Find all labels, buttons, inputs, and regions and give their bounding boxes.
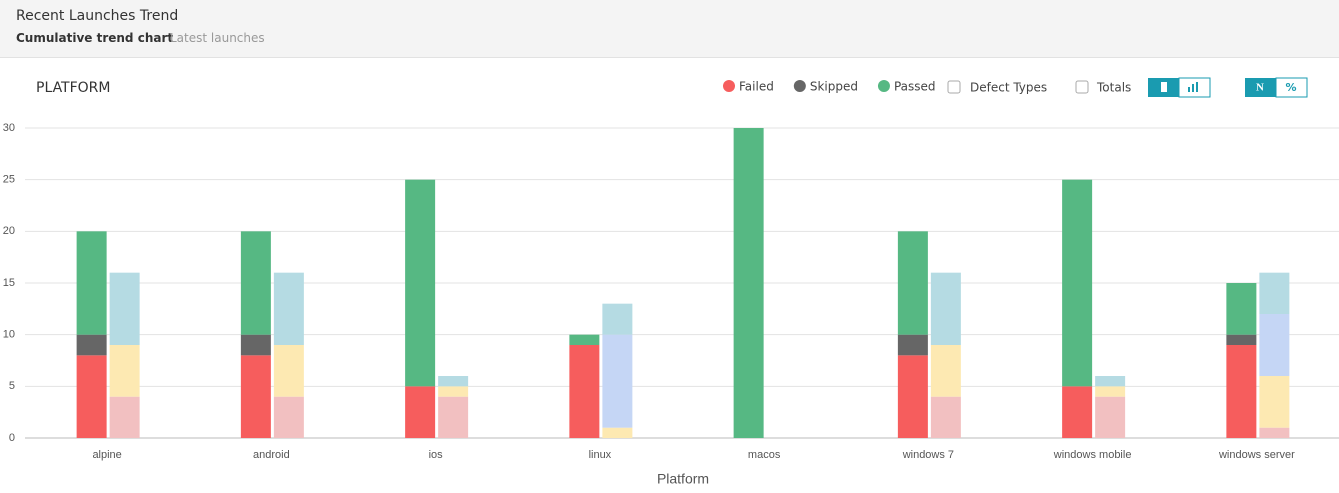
y-tick-label: 10: [3, 329, 15, 341]
chart-title: PLATFORM: [36, 80, 110, 96]
y-tick-label: 25: [3, 174, 15, 186]
icon: [1161, 82, 1167, 92]
x-axis-title: Platform: [657, 471, 709, 487]
x-tick-label: ios: [429, 449, 444, 461]
legend-label: Passed: [894, 80, 936, 94]
toggle-label: %: [1285, 81, 1296, 94]
x-tick-label: windows server: [1218, 449, 1295, 461]
toggle-button[interactable]: [1178, 77, 1211, 98]
widget-header: Recent Launches Trend Cumulative trend c…: [0, 0, 1339, 58]
x-tick-label: linux: [589, 449, 612, 461]
bar-segment: [1095, 376, 1126, 387]
bar-segment: [273, 396, 304, 438]
bar-segment: [1226, 334, 1257, 345]
bar-segment: [405, 179, 436, 387]
bar-segment: [930, 272, 961, 345]
checkbox[interactable]: [947, 80, 961, 94]
bar-segment: [273, 272, 304, 345]
x-tick-label: windows mobile: [1053, 449, 1132, 461]
bar-segment: [569, 345, 600, 438]
icon: [1196, 82, 1198, 92]
toggle-label: N: [1256, 82, 1264, 94]
bar-segment: [569, 334, 600, 345]
bar-segment: [76, 334, 107, 356]
bar-segment: [602, 303, 633, 335]
bar-segment: [1226, 345, 1257, 438]
y-tick-label: 30: [3, 122, 15, 134]
legend-label: Failed: [739, 80, 774, 94]
y-tick-label: 20: [3, 225, 15, 237]
x-tick-label: alpine: [92, 449, 121, 461]
bar-segment: [897, 334, 928, 356]
bar-segment: [240, 334, 271, 356]
bar-segment: [438, 386, 469, 397]
bar-segment: [930, 396, 961, 438]
x-tick-label: macos: [748, 449, 781, 461]
checkbox[interactable]: [1075, 80, 1089, 94]
bar-segment: [602, 334, 633, 428]
x-tick-label: windows 7: [902, 449, 954, 461]
bar-segment: [1095, 396, 1126, 438]
chart: PLATFORM Defect Types Totals N % Platfor…: [3, 77, 1339, 487]
bar-segment: [1259, 314, 1290, 376]
bar-segment: [438, 396, 469, 438]
bar-segment: [1259, 376, 1290, 428]
icon: [1188, 87, 1190, 92]
bar-segment: [76, 355, 107, 438]
bar-segment: [1095, 386, 1126, 397]
legend-label: Skipped: [810, 80, 858, 94]
bar-segment: [109, 272, 140, 345]
checkbox-label: Totals: [1096, 81, 1131, 95]
bar-segment: [109, 396, 140, 438]
tab[interactable]: Cumulative trend chart: [16, 31, 174, 45]
x-tick-label: android: [253, 449, 290, 461]
bar-segment: [1259, 427, 1290, 438]
legend-marker: [723, 80, 735, 92]
bar-segment: [1226, 283, 1257, 335]
bar-segment: [1062, 179, 1093, 387]
icon: [1192, 84, 1194, 92]
bar-segment: [897, 231, 928, 335]
bar-segment: [76, 231, 107, 335]
checkbox-label: Defect Types: [970, 81, 1047, 95]
widget-title: Recent Launches Trend: [16, 8, 179, 24]
bar-segment: [240, 231, 271, 335]
bar-segment: [733, 128, 764, 438]
y-tick-label: 0: [9, 432, 15, 444]
toggle-button[interactable]: [1275, 77, 1308, 98]
y-tick-label: 15: [3, 277, 15, 289]
bar-segment: [109, 345, 140, 397]
legend-marker: [793, 80, 806, 92]
bar-segment: [1259, 272, 1290, 314]
bar-segment: [405, 386, 436, 438]
bar-segment: [602, 427, 633, 438]
legend-marker: [877, 80, 890, 92]
bar-segment: [897, 355, 928, 438]
y-tick-label: 5: [9, 380, 15, 392]
bar-segment: [438, 376, 469, 387]
tab[interactable]: Latest launches: [170, 31, 265, 45]
bar-segment: [273, 345, 304, 397]
bar-segment: [1062, 386, 1093, 438]
toggle-button[interactable]: [1245, 78, 1276, 97]
bar-segment: [240, 355, 271, 438]
bar-segment: [930, 345, 961, 397]
